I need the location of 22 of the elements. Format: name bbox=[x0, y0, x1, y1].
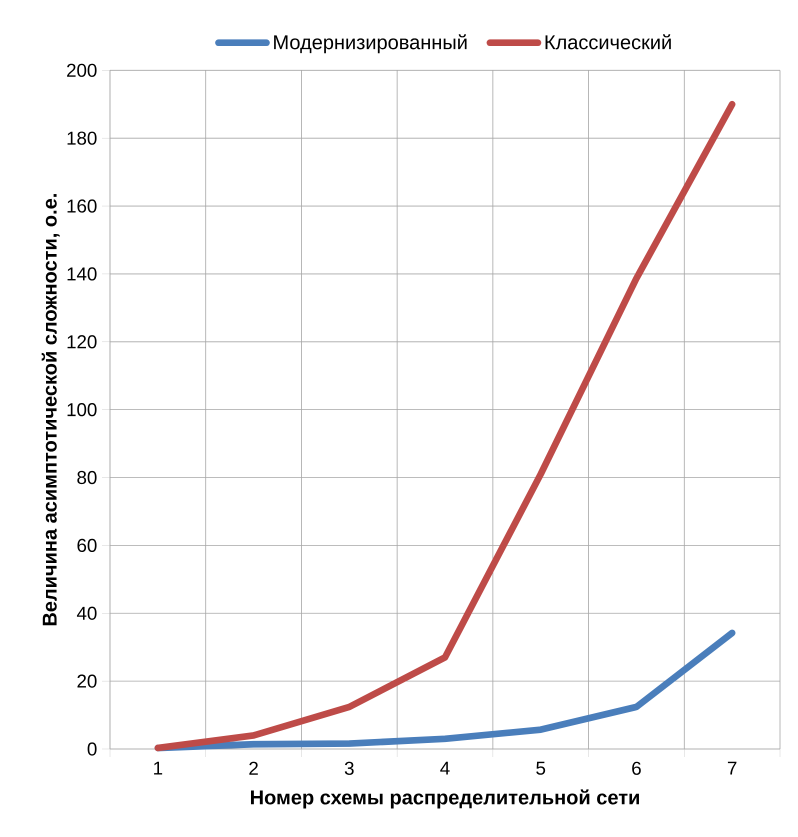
y-tick-label: 180 bbox=[68, 132, 97, 145]
y-tick-label: 20 bbox=[77, 674, 97, 688]
legend-label: Классический bbox=[546, 34, 671, 50]
x-tick-label: 3 bbox=[344, 762, 354, 775]
y-tick-label: 60 bbox=[77, 538, 97, 552]
x-tick-label: 4 bbox=[440, 762, 450, 775]
y-tick-label: 80 bbox=[77, 470, 97, 484]
x-tick-label: 7 bbox=[728, 762, 736, 775]
x-tick-label: 2 bbox=[249, 762, 258, 775]
y-tick-label: 140 bbox=[68, 267, 97, 281]
legend-label: Модернизированный bbox=[274, 34, 467, 54]
x-tick-label: 6 bbox=[632, 762, 641, 775]
y-tick-label: 40 bbox=[76, 606, 97, 620]
x-tick-label: 1 bbox=[154, 762, 162, 775]
y-tick-label: 200 bbox=[67, 64, 97, 77]
y-tick-label: 100 bbox=[68, 403, 97, 416]
y-tick-label: 120 bbox=[68, 335, 97, 348]
y-tick-label: 160 bbox=[68, 199, 97, 213]
x-axis-title: Номер схемы распределительной сети bbox=[250, 789, 639, 808]
x-tick-label: 5 bbox=[536, 762, 546, 775]
y-axis-title: Величина асимптотической сложности, о.е. bbox=[42, 194, 60, 626]
y-tick-label: 0 bbox=[88, 742, 97, 756]
